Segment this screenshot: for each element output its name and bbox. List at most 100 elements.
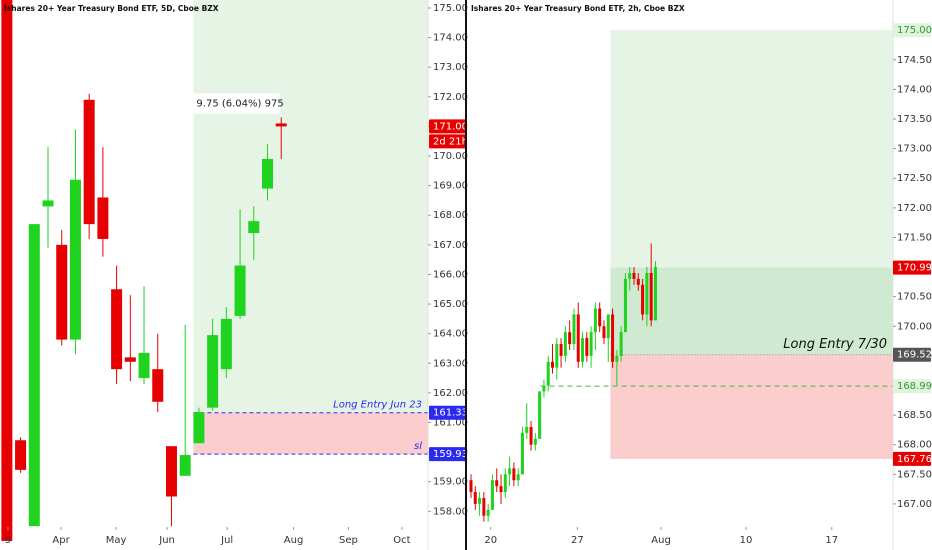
- candle-body: [56, 244, 68, 340]
- candle-body: [525, 426, 529, 433]
- candle-body: [606, 314, 610, 339]
- y-tick-label: 161.00: [433, 417, 468, 428]
- price-badge-label: 171.00: [433, 121, 468, 132]
- candle-body: [593, 308, 597, 333]
- candle-body: [623, 278, 627, 333]
- candle-body: [495, 480, 499, 487]
- y-tick-label: 170.00: [897, 321, 932, 332]
- candle-body: [533, 438, 537, 445]
- annotation: 9.75 (6.04%) 975: [196, 99, 283, 110]
- x-tick-label: 17: [825, 535, 838, 546]
- price-badge-label: 167.76: [897, 454, 932, 465]
- annotation-box: [193, 93, 280, 114]
- stop-zone: [610, 354, 893, 459]
- y-tick-label: 170.00: [433, 151, 468, 162]
- y-tick-label: 170.50: [897, 292, 932, 303]
- candle-body: [28, 224, 40, 527]
- candle-body: [478, 497, 482, 504]
- candle-body: [520, 432, 524, 475]
- candle-body: [42, 200, 54, 207]
- price-badge-label: 159.93: [433, 449, 468, 460]
- chart-title: Ishares 20+ Year Treasury Bond ETF, 2h, …: [471, 4, 685, 13]
- candle-body: [482, 497, 486, 516]
- candle-body: [275, 123, 287, 127]
- candle-body: [636, 278, 640, 285]
- y-tick-label: 167.50: [897, 469, 932, 480]
- y-tick-label: 162.00: [433, 388, 468, 399]
- candle-body: [516, 474, 520, 481]
- countdown-badge: [429, 134, 467, 149]
- y-tick-label: 171.50: [897, 232, 932, 243]
- candle-body: [538, 391, 542, 439]
- candle-body: [262, 158, 273, 189]
- candle-body: [469, 480, 473, 493]
- candle-body: [632, 272, 636, 279]
- candle-body: [207, 335, 219, 408]
- x-tick-label: Jun: [158, 535, 175, 546]
- candle-body: [653, 267, 657, 321]
- y-tick-label: 172.00: [897, 203, 932, 214]
- price-badge-label: 169.52: [897, 350, 932, 361]
- candle-body: [486, 509, 490, 516]
- candle-body: [138, 352, 150, 379]
- candle-body: [576, 314, 580, 362]
- candle-body: [83, 99, 95, 225]
- candle-body: [649, 272, 653, 321]
- candle-body: [546, 361, 550, 386]
- candle-body: [598, 308, 602, 327]
- y-tick-label: 164.00: [433, 329, 468, 340]
- price-badge: [429, 405, 467, 420]
- price-badge: [429, 119, 467, 134]
- y-tick-label: 172.50: [897, 173, 932, 184]
- candle-body: [581, 338, 585, 362]
- y-tick-label: 172.00: [433, 92, 468, 103]
- candle-body: [641, 284, 645, 315]
- candle-body: [542, 385, 546, 392]
- profit-zone: [193, 0, 428, 413]
- countdown-label: 2d 21h: [433, 136, 468, 147]
- x-tick-label: Aug: [651, 535, 671, 546]
- price-badge: [893, 347, 931, 362]
- x-tick-label: 10: [740, 535, 753, 546]
- price-badge-label: 168.99: [897, 381, 932, 392]
- price-badge-label: 161.33: [433, 408, 468, 419]
- y-tick-label: 167.00: [897, 499, 932, 510]
- open-profit-zone: [610, 267, 893, 355]
- candle-body: [615, 355, 619, 362]
- x-tick-label: 9: [5, 535, 11, 546]
- y-tick-label: 173.00: [897, 144, 932, 155]
- candle-body: [508, 468, 512, 475]
- x-tick-label: May: [106, 535, 127, 546]
- price-badge: [429, 447, 467, 462]
- candle-body: [563, 332, 567, 356]
- price-badge: [893, 260, 931, 275]
- candle-body: [69, 179, 81, 340]
- price-badge: [893, 379, 931, 394]
- candle-body: [15, 440, 27, 470]
- candle-body: [611, 314, 615, 362]
- x-tick-label: 27: [571, 535, 584, 546]
- candle-body: [165, 446, 177, 497]
- y-tick-label: 166.00: [433, 269, 468, 280]
- y-tick-label: 163.00: [433, 358, 468, 369]
- entry-label: Long Entry 7/30: [783, 337, 887, 352]
- x-tick-label: Apr: [52, 535, 70, 546]
- x-tick-label: Jul: [220, 535, 233, 546]
- candle-body: [503, 474, 507, 493]
- y-tick-label: 168.00: [897, 440, 932, 451]
- x-tick-label: 20: [484, 535, 497, 546]
- price-badge-label: 170.99: [897, 263, 932, 274]
- candle-body: [193, 412, 205, 444]
- candle-body: [602, 326, 606, 339]
- y-tick-label: 169.00: [433, 181, 468, 192]
- y-tick-label: 174.00: [897, 84, 932, 95]
- price-badge: [893, 23, 931, 38]
- candle-body: [124, 357, 136, 362]
- candle-body: [499, 486, 503, 493]
- stop-zone: [193, 412, 428, 455]
- y-tick-label: 167.00: [433, 240, 468, 251]
- candle-body: [645, 272, 649, 315]
- candle-body: [628, 272, 632, 279]
- candle-body: [152, 369, 164, 402]
- y-tick-label: 159.00: [433, 477, 468, 488]
